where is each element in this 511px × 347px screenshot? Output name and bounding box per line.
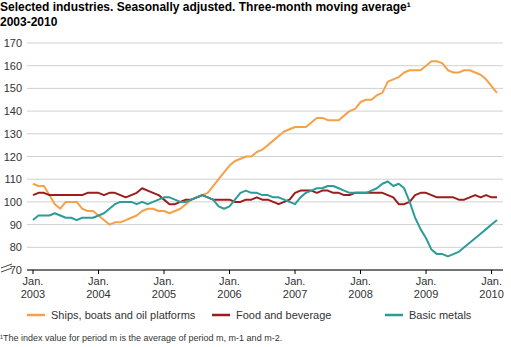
axis-break [1, 264, 12, 272]
y-tick-label: 90 [10, 219, 22, 231]
chart: Selected industries. Seasonally adjusted… [0, 0, 511, 347]
grid-line [27, 43, 503, 44]
grid-line [27, 179, 503, 180]
legend-swatch [212, 314, 230, 317]
grid-line [27, 224, 503, 225]
x-tick-label: Jan.2010 [479, 275, 503, 300]
legend-label: Ships, boats and oil platforms [51, 309, 196, 321]
subtitle: 2003-2010 [0, 15, 58, 29]
y-tick-label: 140 [4, 105, 22, 117]
legend-label: Basic metals [409, 309, 472, 321]
y-tick-label: 100 [4, 196, 22, 208]
y-tick-label: 130 [4, 128, 22, 140]
x-tick-label: Jan.2005 [152, 275, 176, 300]
footnote: ¹The index value for period m is the ave… [0, 333, 282, 343]
y-tick-label: 150 [4, 82, 22, 94]
x-tick [33, 270, 34, 274]
plot-area [33, 61, 497, 256]
x-tick-label: Jan.2008 [348, 275, 372, 300]
series-line [33, 181, 497, 256]
x-tick-label: Jan.2009 [414, 275, 438, 300]
y-tick-label: 170 [4, 37, 22, 49]
x-tick [164, 270, 165, 274]
x-tick-label: Jan.2007 [283, 275, 307, 300]
x-tick [360, 270, 361, 274]
x-tick [98, 270, 99, 274]
x-tick [491, 270, 492, 274]
grid-line [27, 88, 503, 89]
legend-swatch [385, 314, 403, 317]
legend-swatch [27, 314, 45, 317]
y-tick-label: 80 [10, 241, 22, 253]
title: Selected industries. Seasonally adjusted… [0, 0, 411, 14]
y-tick-label: 110 [4, 173, 22, 185]
x-tick [295, 270, 296, 274]
y-tick-label: 120 [4, 151, 22, 163]
x-tick-label: Jan.2004 [86, 275, 110, 300]
grid-line [27, 201, 503, 202]
legend-label: Food and beverage [236, 309, 331, 321]
x-tick [229, 270, 230, 274]
grid-line [27, 111, 503, 112]
x-tick-label: Jan.2006 [217, 275, 241, 300]
grid-line [27, 65, 503, 66]
x-tick [426, 270, 427, 274]
x-tick-label: Jan.2003 [21, 275, 45, 300]
grid-line [27, 133, 503, 134]
series-line [33, 188, 497, 204]
series-line [33, 61, 497, 224]
grid-line [27, 156, 503, 157]
y-tick-label: 70 [10, 264, 22, 276]
y-tick-label: 160 [4, 60, 22, 72]
